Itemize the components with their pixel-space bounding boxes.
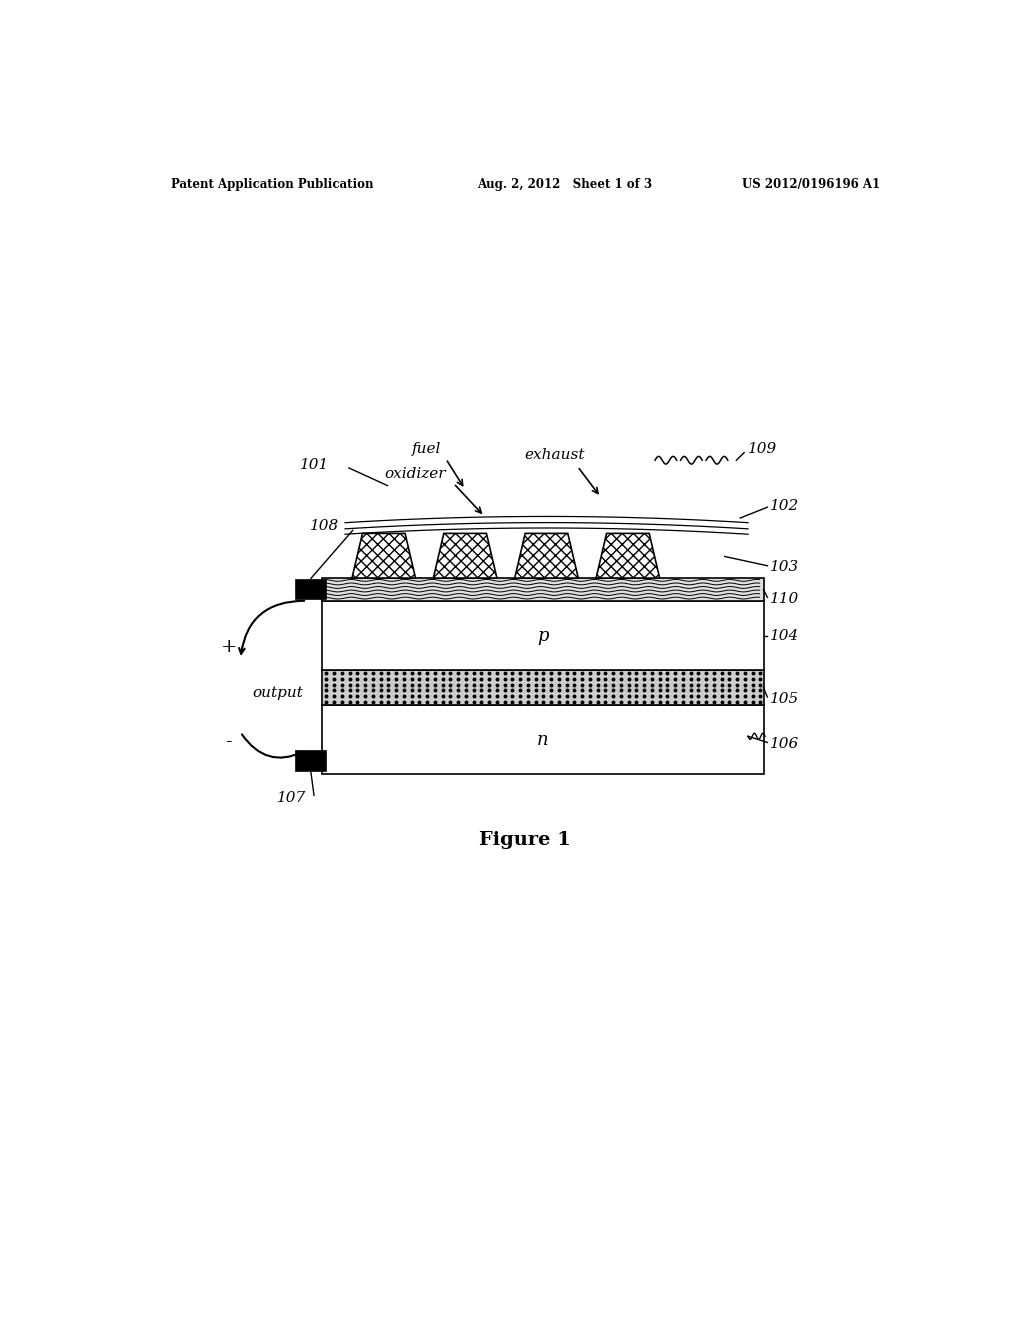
Text: 101: 101	[300, 458, 330, 471]
Text: 110: 110	[770, 591, 799, 606]
Text: 105: 105	[770, 692, 799, 706]
Text: n: n	[537, 731, 549, 748]
Text: 103: 103	[770, 560, 799, 574]
Bar	[322, 601, 764, 671]
Text: 107: 107	[278, 791, 306, 804]
Text: +: +	[220, 639, 237, 656]
Bar	[296, 751, 326, 771]
Text: fuel: fuel	[412, 442, 441, 457]
Text: Patent Application Publication: Patent Application Publication	[171, 178, 373, 190]
Polygon shape	[433, 533, 497, 578]
Text: p: p	[537, 627, 549, 644]
Bar	[322, 578, 764, 601]
Polygon shape	[596, 533, 659, 578]
Text: 109: 109	[748, 442, 777, 457]
Text: output: output	[252, 686, 303, 700]
Polygon shape	[352, 533, 416, 578]
Text: US 2012/0196196 A1: US 2012/0196196 A1	[741, 178, 880, 190]
Polygon shape	[515, 533, 579, 578]
Text: exhaust: exhaust	[524, 447, 585, 462]
Text: 104: 104	[770, 628, 799, 643]
Bar	[322, 705, 764, 775]
Text: 106: 106	[770, 737, 799, 751]
Bar	[296, 579, 326, 599]
Text: 102: 102	[770, 499, 799, 513]
Text: 108: 108	[309, 519, 339, 533]
Text: oxidizer: oxidizer	[384, 467, 445, 480]
Text: Figure 1: Figure 1	[479, 830, 570, 849]
Text: Aug. 2, 2012   Sheet 1 of 3: Aug. 2, 2012 Sheet 1 of 3	[477, 178, 652, 190]
Bar	[322, 671, 764, 705]
Text: -: -	[225, 733, 232, 751]
